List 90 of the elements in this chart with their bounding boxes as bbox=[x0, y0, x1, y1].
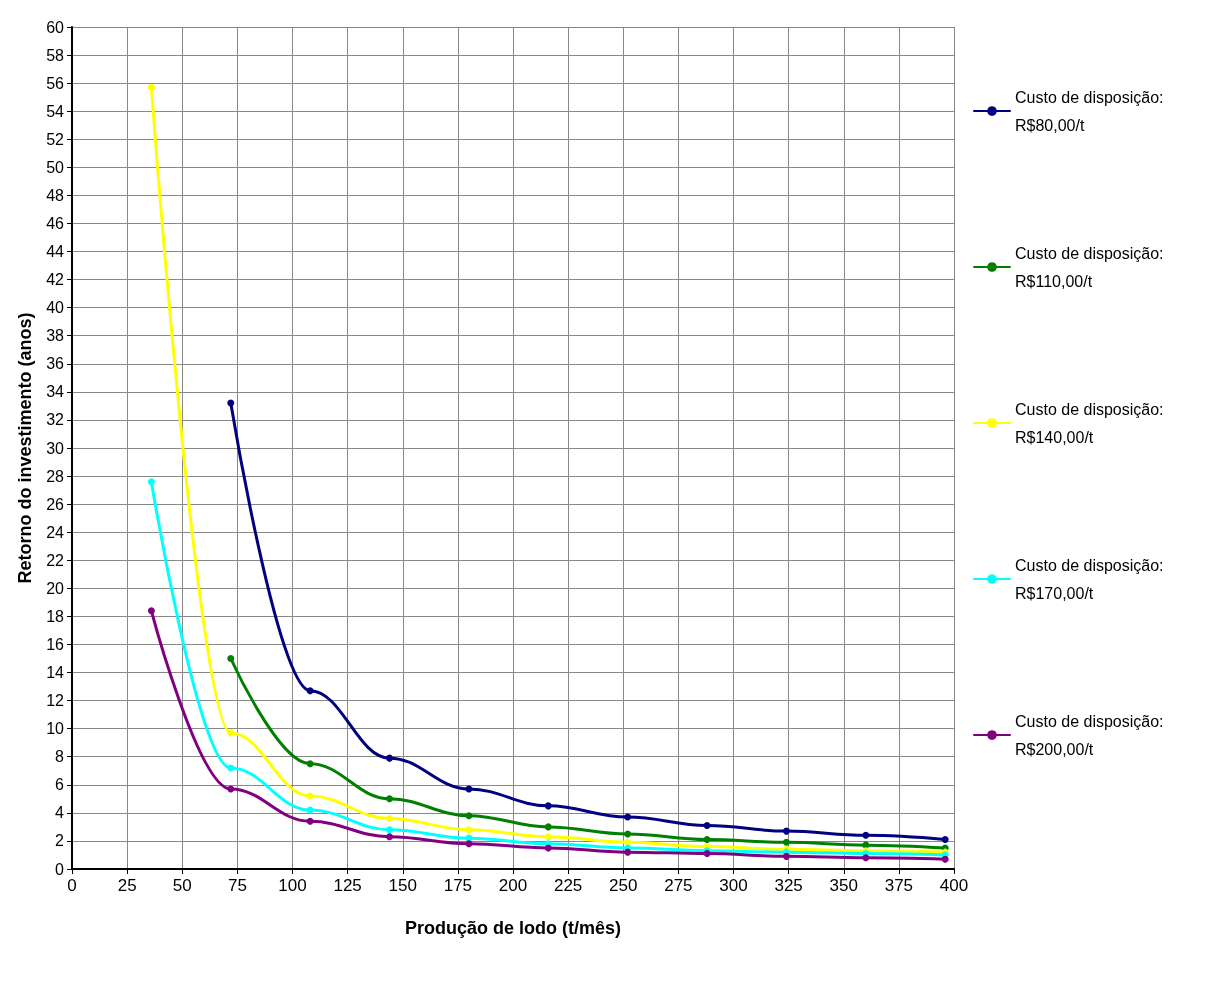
point bbox=[306, 817, 314, 825]
y-tick-label: 0 bbox=[55, 860, 65, 878]
y-tick-label: 28 bbox=[46, 467, 65, 485]
point bbox=[465, 812, 473, 820]
point bbox=[782, 852, 790, 860]
point bbox=[544, 823, 552, 831]
x-tick-label: 0 bbox=[67, 876, 77, 895]
y-tick-label: 32 bbox=[46, 411, 65, 429]
y-tick-label: 10 bbox=[46, 720, 65, 738]
point bbox=[624, 830, 632, 838]
point bbox=[544, 802, 552, 810]
point bbox=[386, 833, 394, 841]
y-tick-label: 4 bbox=[55, 804, 65, 822]
y-tick-label: 26 bbox=[46, 495, 65, 513]
y-tick-label: 48 bbox=[46, 186, 65, 204]
point bbox=[703, 836, 711, 844]
point bbox=[624, 848, 632, 856]
point bbox=[386, 814, 394, 822]
point bbox=[941, 855, 949, 863]
y-tick-label: 34 bbox=[46, 383, 65, 401]
point bbox=[465, 840, 473, 848]
point bbox=[703, 822, 711, 829]
point bbox=[227, 785, 235, 793]
point bbox=[465, 826, 473, 834]
y-tick-label: 38 bbox=[46, 327, 65, 345]
y-tick-label: 60 bbox=[46, 18, 65, 36]
point bbox=[147, 478, 155, 486]
x-tick-label: 100 bbox=[278, 876, 307, 895]
point bbox=[862, 831, 870, 839]
x-tick-label: 175 bbox=[443, 876, 473, 895]
y-tick-label: 30 bbox=[46, 439, 65, 457]
y-tick-label: 24 bbox=[46, 523, 65, 541]
y-tick-label: 50 bbox=[46, 158, 65, 176]
y-tick-label: 14 bbox=[46, 664, 65, 682]
point bbox=[306, 687, 314, 695]
y-tick-label: 20 bbox=[46, 579, 65, 597]
point bbox=[306, 760, 314, 768]
y-tick-label: 42 bbox=[46, 271, 65, 289]
x-tick-label: 375 bbox=[884, 876, 914, 895]
point bbox=[386, 754, 394, 762]
point bbox=[386, 795, 394, 803]
point bbox=[227, 655, 235, 662]
point bbox=[782, 838, 790, 846]
x-tick-label: 350 bbox=[829, 876, 858, 895]
x-tick-label: 250 bbox=[609, 876, 638, 895]
x-tick-label: 200 bbox=[498, 876, 528, 895]
point bbox=[544, 833, 552, 841]
point bbox=[624, 813, 632, 821]
y-tick-label: 2 bbox=[55, 832, 65, 850]
y-tick-label: 22 bbox=[46, 551, 65, 569]
x-tick-label: 75 bbox=[227, 876, 247, 895]
y-tick-label: 46 bbox=[46, 214, 65, 232]
y-tick-label: 16 bbox=[46, 635, 65, 653]
point bbox=[782, 827, 790, 835]
x-tick-label: 25 bbox=[117, 876, 137, 895]
y-axis-title: Retorno do investimento (anos) bbox=[15, 312, 35, 584]
point bbox=[147, 83, 155, 91]
y-tick-label: 18 bbox=[46, 607, 65, 625]
x-tick-label: 150 bbox=[388, 876, 417, 895]
y-tick-label: 54 bbox=[46, 102, 65, 120]
legend-label: Custo de disposição: R$110,00/t bbox=[1015, 244, 1168, 290]
y-tick-label: 6 bbox=[55, 776, 65, 794]
y-tick-label: 56 bbox=[46, 74, 65, 92]
y-tick-label: 40 bbox=[46, 299, 65, 317]
x-tick-label: 50 bbox=[172, 876, 192, 895]
point bbox=[941, 836, 949, 844]
x-tick-label: 125 bbox=[333, 876, 362, 895]
x-tick-label: 225 bbox=[553, 876, 583, 895]
point bbox=[227, 729, 235, 737]
x-tick-label: 300 bbox=[719, 876, 748, 895]
legend-label: Custo de disposição: R$140,00/t bbox=[1015, 400, 1168, 446]
y-tick-label: 36 bbox=[46, 355, 65, 373]
point bbox=[386, 826, 394, 834]
x-tick-label: 275 bbox=[664, 876, 693, 895]
x-tick-label: 325 bbox=[774, 876, 803, 895]
legend-label: Custo de disposição: R$170,00/t bbox=[1015, 556, 1168, 602]
y-tick-label: 8 bbox=[55, 748, 65, 766]
point bbox=[544, 844, 552, 852]
point bbox=[227, 399, 235, 407]
point bbox=[862, 854, 870, 862]
y-tick-label: 44 bbox=[46, 243, 65, 261]
y-tick-label: 12 bbox=[46, 692, 65, 710]
y-tick-label: 58 bbox=[46, 46, 65, 64]
point bbox=[147, 607, 155, 615]
x-tick-label: 400 bbox=[939, 876, 969, 895]
legend-label: Custo de disposição: R$80,00/t bbox=[1015, 88, 1168, 134]
x-axis-title: Produção de lodo (t/mês) bbox=[404, 918, 622, 938]
y-tick-label: 52 bbox=[46, 130, 65, 148]
point bbox=[227, 764, 235, 772]
legend-label: Custo de disposição: R$200,00/t bbox=[1015, 712, 1168, 758]
